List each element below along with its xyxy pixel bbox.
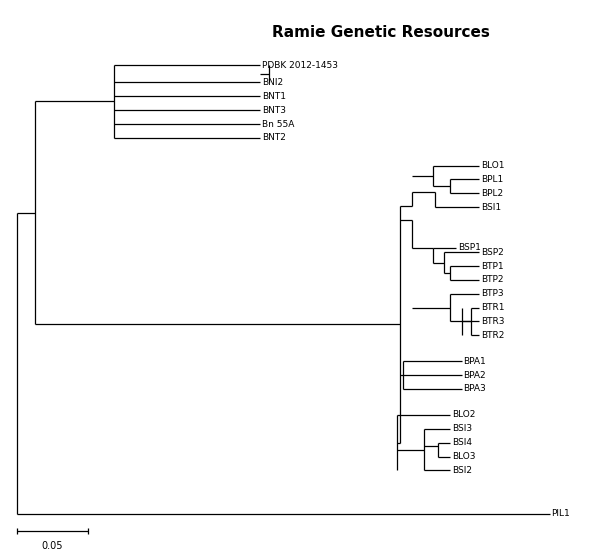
Text: BTP1: BTP1 bbox=[481, 261, 504, 270]
Text: BLO2: BLO2 bbox=[452, 411, 475, 420]
Text: BLO1: BLO1 bbox=[481, 161, 504, 170]
Text: BPL2: BPL2 bbox=[481, 189, 503, 198]
Text: Ramie Genetic Resources: Ramie Genetic Resources bbox=[272, 25, 489, 40]
Text: BTP2: BTP2 bbox=[481, 275, 504, 284]
Text: BNI2: BNI2 bbox=[262, 78, 283, 87]
Text: BNT3: BNT3 bbox=[262, 105, 286, 115]
Text: BPA2: BPA2 bbox=[464, 371, 486, 380]
Text: BNT1: BNT1 bbox=[262, 92, 286, 101]
Text: BSI4: BSI4 bbox=[452, 438, 472, 447]
Text: BTR1: BTR1 bbox=[481, 303, 504, 312]
Text: BNT2: BNT2 bbox=[262, 133, 286, 143]
Text: PIL1: PIL1 bbox=[551, 509, 570, 518]
Text: BTP3: BTP3 bbox=[481, 289, 504, 298]
Text: 0.05: 0.05 bbox=[42, 541, 63, 551]
Text: BSP1: BSP1 bbox=[458, 243, 480, 253]
Text: BSI3: BSI3 bbox=[452, 425, 472, 433]
Text: BSI1: BSI1 bbox=[481, 203, 501, 211]
Text: BPA1: BPA1 bbox=[464, 357, 486, 366]
Text: BPA3: BPA3 bbox=[464, 385, 486, 393]
Text: BTR2: BTR2 bbox=[481, 331, 504, 340]
Text: BLO3: BLO3 bbox=[452, 452, 476, 461]
Text: BSP2: BSP2 bbox=[481, 248, 504, 256]
Text: BTR3: BTR3 bbox=[481, 317, 504, 326]
Text: BSI2: BSI2 bbox=[452, 466, 472, 475]
Text: PDBK 2012-1453: PDBK 2012-1453 bbox=[262, 60, 338, 69]
Text: Bn 55A: Bn 55A bbox=[262, 119, 294, 129]
Text: BPL1: BPL1 bbox=[481, 175, 503, 184]
